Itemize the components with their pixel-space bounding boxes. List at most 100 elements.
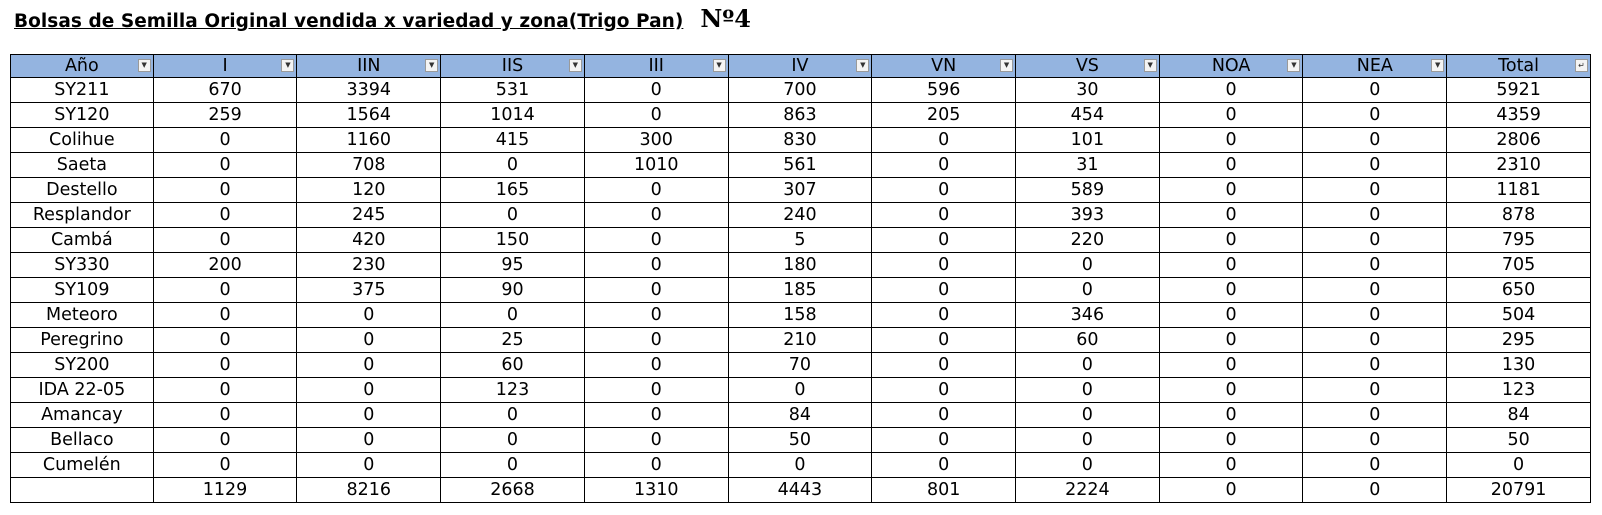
value-cell[interactable]: 596 [871, 77, 1017, 103]
filter-dropdown-icon[interactable]: ▼ [712, 59, 726, 72]
column-header-iv[interactable]: IV ▼ [727, 54, 873, 78]
value-cell[interactable]: 2806 [1446, 127, 1591, 153]
value-cell[interactable]: 210 [727, 327, 873, 353]
value-cell[interactable]: 0 [871, 377, 1017, 403]
total-value-cell[interactable]: 8216 [296, 477, 442, 503]
value-cell[interactable]: 0 [152, 227, 298, 253]
value-cell[interactable]: 158 [727, 302, 873, 328]
filter-dropdown-icon[interactable]: ▼ [856, 59, 870, 72]
value-cell[interactable]: 0 [1302, 102, 1448, 128]
value-cell[interactable]: 0 [1158, 77, 1304, 103]
filter-dropdown-icon[interactable]: ▼ [1143, 59, 1157, 72]
value-cell[interactable]: 0 [1158, 302, 1304, 328]
value-cell[interactable]: 0 [1302, 202, 1448, 228]
value-cell[interactable]: 50 [1446, 427, 1591, 453]
value-cell[interactable]: 245 [296, 202, 442, 228]
value-cell[interactable]: 863 [727, 102, 873, 128]
value-cell[interactable]: 0 [440, 452, 585, 478]
value-cell[interactable]: 0 [1158, 177, 1304, 203]
value-cell[interactable]: 0 [1015, 377, 1160, 403]
total-value-cell[interactable]: 4443 [727, 477, 873, 503]
value-cell[interactable]: 0 [1015, 427, 1160, 453]
value-cell[interactable]: 295 [1446, 327, 1591, 353]
filter-dropdown-icon[interactable]: ▼ [1000, 59, 1014, 72]
value-cell[interactable]: 240 [727, 202, 873, 228]
filter-dropdown-icon[interactable]: ▼ [137, 59, 151, 72]
value-cell[interactable]: 0 [583, 177, 729, 203]
value-cell[interactable]: 0 [871, 177, 1017, 203]
value-cell[interactable]: 0 [727, 377, 873, 403]
value-cell[interactable]: 0 [583, 327, 729, 353]
value-cell[interactable]: 0 [871, 202, 1017, 228]
value-cell[interactable]: 0 [1015, 402, 1160, 428]
value-cell[interactable]: 101 [1015, 127, 1160, 153]
column-header-iii[interactable]: III ▼ [583, 54, 729, 78]
total-value-cell[interactable]: 20791 [1446, 477, 1591, 503]
value-cell[interactable]: 150 [440, 227, 585, 253]
value-cell[interactable]: 205 [871, 102, 1017, 128]
value-cell[interactable]: 0 [440, 202, 585, 228]
value-cell[interactable]: 561 [727, 152, 873, 178]
value-cell[interactable]: 0 [152, 427, 298, 453]
value-cell[interactable]: 220 [1015, 227, 1160, 253]
value-cell[interactable]: 0 [871, 427, 1017, 453]
variety-name-cell[interactable]: Cambá [10, 227, 154, 253]
value-cell[interactable]: 1564 [296, 102, 442, 128]
variety-name-cell[interactable]: SY330 [10, 252, 154, 278]
value-cell[interactable]: 0 [1015, 452, 1160, 478]
value-cell[interactable]: 230 [296, 252, 442, 278]
value-cell[interactable]: 1010 [583, 152, 729, 178]
variety-name-cell[interactable]: Colihue [10, 127, 154, 153]
variety-name-cell[interactable]: Cumelén [10, 452, 154, 478]
value-cell[interactable]: 3394 [296, 77, 442, 103]
value-cell[interactable]: 0 [583, 77, 729, 103]
value-cell[interactable]: 708 [296, 152, 442, 178]
value-cell[interactable]: 0 [583, 402, 729, 428]
value-cell[interactable]: 180 [727, 252, 873, 278]
value-cell[interactable]: 504 [1446, 302, 1591, 328]
value-cell[interactable]: 0 [1158, 252, 1304, 278]
value-cell[interactable]: 589 [1015, 177, 1160, 203]
value-cell[interactable]: 0 [871, 252, 1017, 278]
variety-name-cell[interactable]: SY109 [10, 277, 154, 303]
value-cell[interactable]: 0 [1158, 127, 1304, 153]
value-cell[interactable]: 31 [1015, 152, 1160, 178]
column-header-vs[interactable]: VS ▼ [1015, 54, 1160, 78]
column-header-iin[interactable]: IIN ▼ [296, 54, 442, 78]
value-cell[interactable]: 1181 [1446, 177, 1591, 203]
variety-name-cell[interactable]: Destello [10, 177, 154, 203]
variety-name-cell[interactable]: SY120 [10, 102, 154, 128]
value-cell[interactable]: 60 [440, 352, 585, 378]
value-cell[interactable]: 830 [727, 127, 873, 153]
value-cell[interactable]: 25 [440, 327, 585, 353]
value-cell[interactable]: 0 [1158, 102, 1304, 128]
value-cell[interactable]: 0 [1302, 277, 1448, 303]
value-cell[interactable]: 0 [296, 352, 442, 378]
value-cell[interactable]: 0 [152, 202, 298, 228]
total-value-cell[interactable]: 0 [1302, 477, 1448, 503]
value-cell[interactable]: 5 [727, 227, 873, 253]
value-cell[interactable]: 300 [583, 127, 729, 153]
filter-dropdown-icon[interactable]: ▼ [1287, 59, 1301, 72]
column-header-nea[interactable]: NEA ▼ [1302, 54, 1448, 78]
value-cell[interactable]: 0 [1302, 77, 1448, 103]
value-cell[interactable]: 0 [296, 327, 442, 353]
value-cell[interactable]: 705 [1446, 252, 1591, 278]
value-cell[interactable]: 393 [1015, 202, 1160, 228]
filter-dropdown-icon[interactable]: ▼ [425, 59, 439, 72]
total-value-cell[interactable]: 2668 [440, 477, 585, 503]
value-cell[interactable]: 0 [296, 427, 442, 453]
value-cell[interactable]: 0 [152, 177, 298, 203]
value-cell[interactable]: 90 [440, 277, 585, 303]
value-cell[interactable]: 60 [1015, 327, 1160, 353]
value-cell[interactable]: 5921 [1446, 77, 1591, 103]
value-cell[interactable]: 0 [583, 277, 729, 303]
value-cell[interactable]: 0 [296, 402, 442, 428]
value-cell[interactable]: 0 [1302, 252, 1448, 278]
value-cell[interactable]: 84 [1446, 402, 1591, 428]
variety-name-cell[interactable]: SY200 [10, 352, 154, 378]
value-cell[interactable]: 420 [296, 227, 442, 253]
value-cell[interactable]: 0 [871, 327, 1017, 353]
value-cell[interactable]: 1160 [296, 127, 442, 153]
value-cell[interactable]: 0 [871, 302, 1017, 328]
